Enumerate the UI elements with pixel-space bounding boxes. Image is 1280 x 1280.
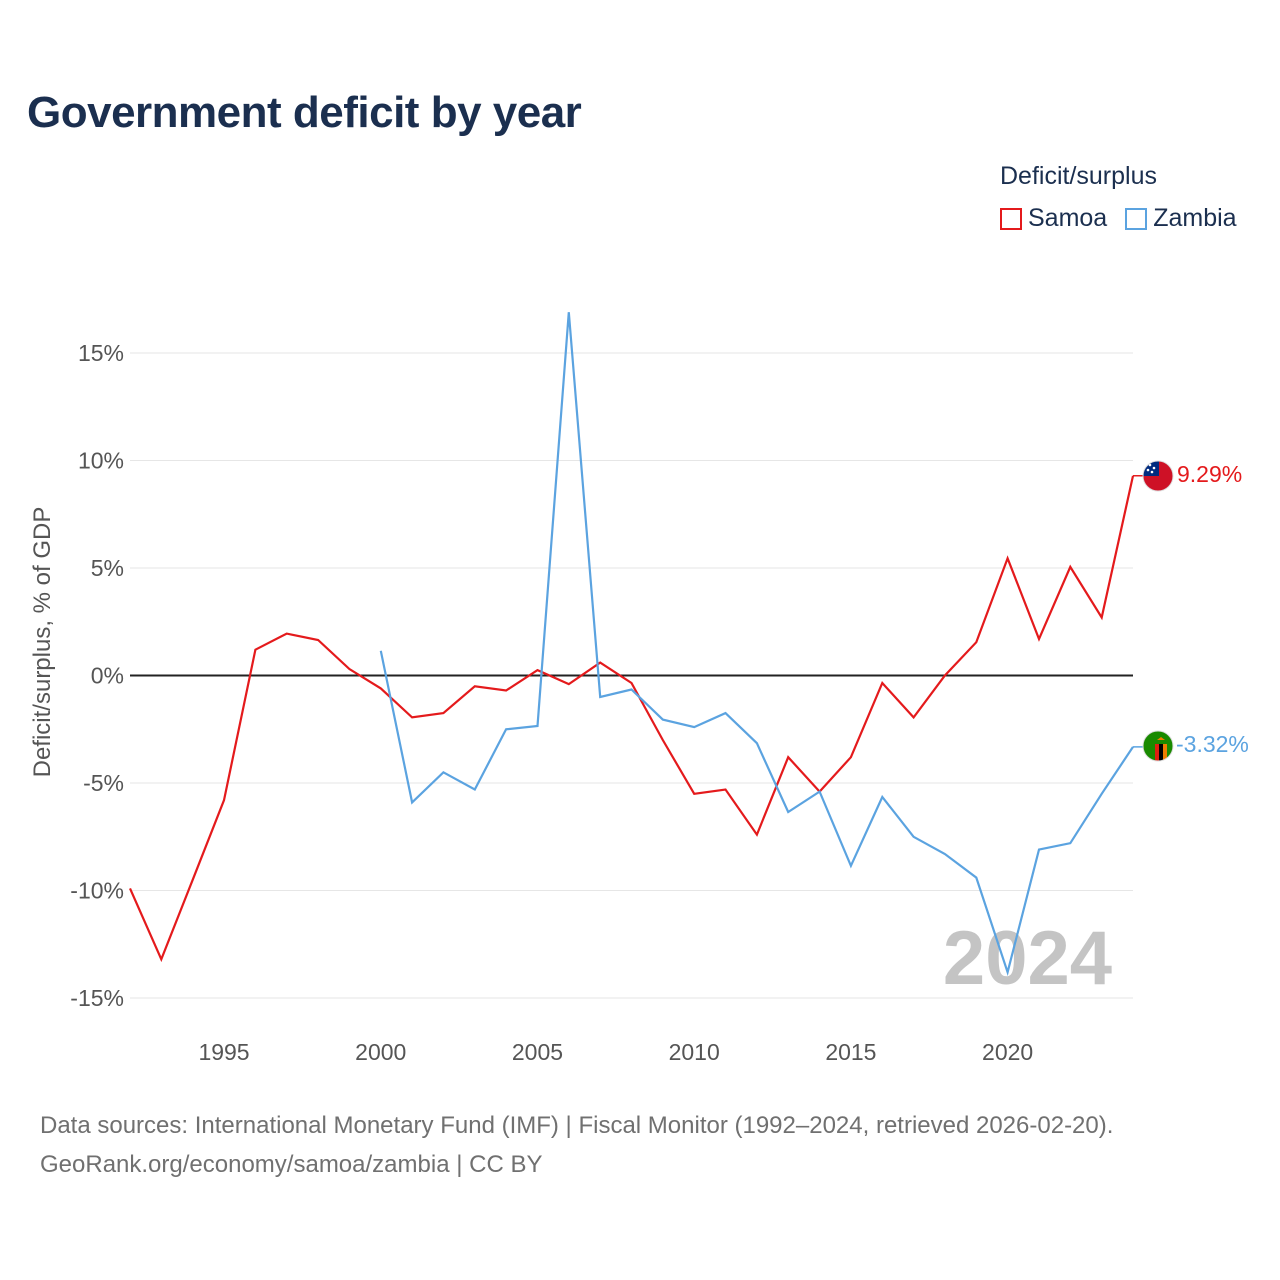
chart-title: Government deficit by year	[27, 88, 582, 137]
zambia-end-label: -3.32%	[1176, 731, 1249, 757]
x-tick-label: 1995	[198, 1039, 249, 1065]
y-tick-label: -15%	[70, 985, 124, 1011]
series-lines	[128, 312, 1143, 977]
footer: Data sources: International Monetary Fun…	[40, 1106, 1113, 1184]
legend: Samoa Zambia	[1000, 204, 1255, 233]
year-watermark: 2024	[943, 916, 1112, 1001]
legend-title: Deficit/surplus	[1000, 162, 1157, 190]
samoa-flag-icon	[1142, 460, 1174, 492]
footer-link[interactable]: GeoRank.org/economy/samoa/zambia | CC BY	[40, 1151, 543, 1178]
y-tick-label: 0%	[91, 663, 124, 689]
series-line-zambia	[379, 312, 1134, 977]
series-line-samoa	[128, 475, 1135, 963]
legend-swatch-zambia	[1125, 207, 1148, 230]
legend-item-samoa[interactable]: Samoa	[1000, 204, 1107, 233]
legend-label-zambia: Zambia	[1153, 204, 1237, 232]
zambia-flag-icon	[1142, 730, 1174, 762]
y-tick-label: 10%	[78, 448, 124, 474]
y-gridlines	[130, 352, 1133, 999]
footer-sources: Data sources: International Monetary Fun…	[40, 1112, 1114, 1139]
y-tick-labels: 15% 10% 5% 0% -5% -10% -15%	[70, 340, 124, 1011]
x-tick-label: 2015	[825, 1039, 876, 1065]
x-tick-label: 2020	[982, 1039, 1033, 1065]
x-tick-labels: 1995 2000 2005 2010 2015 2020	[198, 1039, 1033, 1065]
y-tick-label: -5%	[83, 770, 124, 796]
y-tick-label: 15%	[78, 340, 124, 366]
x-tick-label: 2005	[512, 1039, 563, 1065]
y-axis-label: Deficit/surplus, % of GDP	[29, 507, 56, 778]
legend-label-samoa: Samoa	[1028, 204, 1108, 232]
legend-item-zambia[interactable]: Zambia	[1125, 204, 1237, 233]
legend-swatch-samoa	[1000, 207, 1022, 230]
y-tick-label: -10%	[70, 878, 124, 904]
samoa-end-label: 9.29%	[1177, 461, 1242, 487]
x-tick-label: 2010	[669, 1039, 720, 1065]
line-chart: 15% 10% 5% 0% -5% -10% -15% 1995 2000 2005 2010 20…	[29, 312, 1249, 1065]
y-tick-label: 5%	[91, 555, 124, 581]
x-tick-label: 2000	[355, 1039, 406, 1065]
